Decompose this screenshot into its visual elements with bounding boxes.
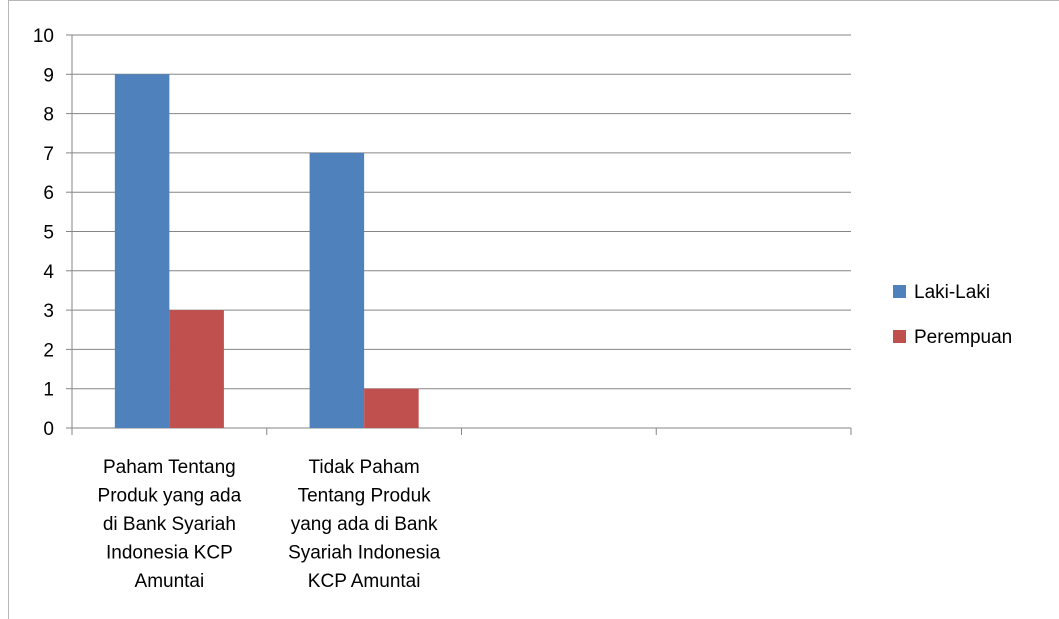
gridlines (72, 34, 851, 390)
x-category-label: Syariah Indonesia (288, 543, 441, 564)
y-tick-label: 1 (43, 380, 54, 401)
bars (114, 74, 419, 429)
x-category-label: yang ada di Bank (291, 514, 438, 535)
y-tick-label: 6 (43, 183, 54, 204)
x-category-label: Indonesia KCP (106, 543, 233, 564)
y-tick-label: 10 (33, 26, 54, 47)
bar-perempuan (364, 388, 419, 428)
y-tick-label: 7 (43, 144, 54, 165)
x-category-label: Paham Tentang (103, 457, 236, 478)
y-tick-label: 3 (43, 301, 54, 322)
y-tick-label: 2 (43, 340, 54, 361)
x-category-label: Tentang Produk (298, 486, 432, 507)
y-tick-label: 8 (43, 105, 54, 126)
y-tick-label: 0 (43, 419, 54, 440)
y-tick-label: 4 (43, 262, 54, 283)
y-tick-label: 9 (43, 65, 54, 86)
legend-label: Laki-Laki (914, 282, 990, 303)
x-category-label: KCP Amuntai (308, 571, 421, 592)
x-category-label: di Bank Syariah (103, 514, 236, 535)
bar-laki-laki (309, 152, 365, 428)
y-tick-label: 5 (43, 223, 54, 244)
bar-perempuan (169, 310, 224, 428)
x-category-label: Tidak Paham (309, 457, 420, 478)
legend: Laki-Laki Perempuan (893, 282, 1012, 348)
chart-frame (8, 0, 1059, 619)
x-category-label: Amuntai (135, 571, 205, 592)
legend-label: Perempuan (914, 327, 1012, 348)
legend-swatch (893, 330, 906, 343)
x-category-label: Produk yang ada (98, 486, 242, 507)
axis-labels: 0 1 2 3 4 5 6 7 8 9 10 Paham Tentang Produk yang ada… (33, 26, 441, 592)
bar-laki-laki (114, 74, 170, 429)
legend-swatch (893, 285, 906, 298)
